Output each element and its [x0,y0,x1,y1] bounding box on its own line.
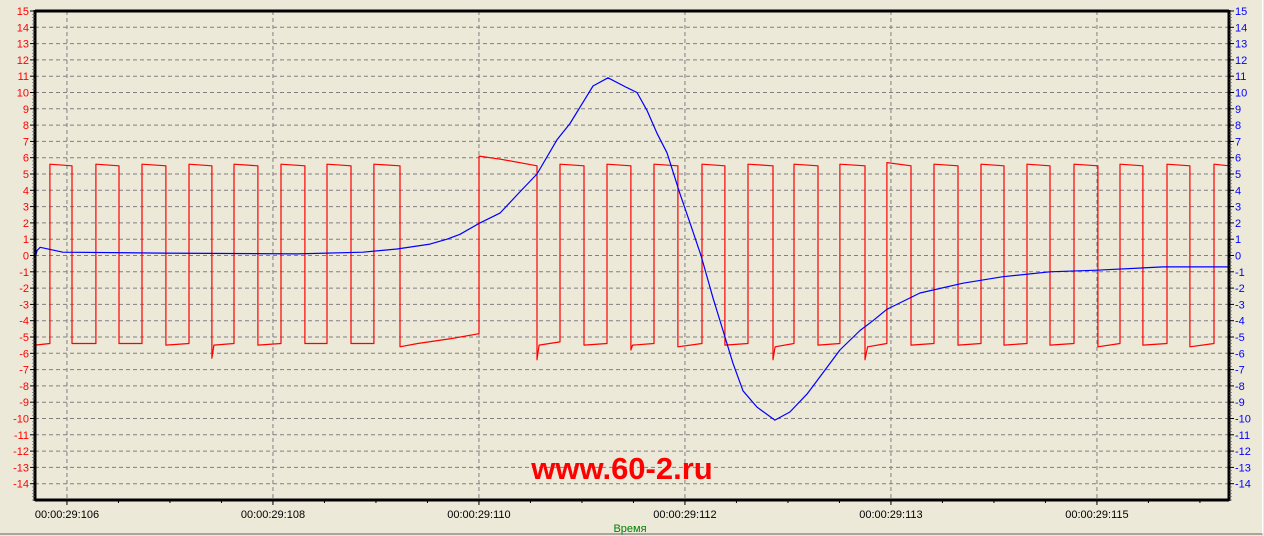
y-left-tick-label: 13 [17,39,29,51]
y-right-tick-label: 3 [1235,202,1241,214]
y-right-tick-label: 0 [1235,251,1241,263]
x-tick-label: 00:00:29:112 [653,509,716,521]
y-left-tick-label: 8 [23,120,29,132]
series-line-red [34,155,1230,361]
y-right-tick-label: -6 [1235,348,1245,360]
y-right-tick-label: 8 [1235,120,1241,132]
y-left-tick-label: -1 [19,267,29,279]
y-right-tick-label: -1 [1235,267,1245,279]
y-left-tick-label: -13 [13,462,29,474]
y-right-tick-label: -2 [1235,283,1245,295]
y-right-tick-label: 6 [1235,153,1241,165]
y-right-tick-label: 5 [1235,169,1241,181]
y-left-tick-label: 3 [23,202,29,214]
y-right-tick-label: 15 [1235,6,1247,18]
y-right-tick-label: 7 [1235,136,1241,148]
x-tick-label: 00:00:29:110 [447,509,510,521]
y-right-tick-label: -14 [1235,479,1251,491]
x-tick-label: 00:00:29:113 [859,509,922,521]
y-left-tick-label: -4 [19,316,29,328]
y-right-tick-label: 9 [1235,104,1241,116]
y-right-tick-label: -13 [1235,462,1251,474]
y-right-tick-label: 4 [1235,185,1241,197]
y-left-tick-label: -3 [19,299,29,311]
y-left-tick-label: 4 [23,185,29,197]
y-right-tick-label: 12 [1235,55,1247,67]
y-left-tick-label: 9 [23,104,29,116]
y-right-tick-label: -3 [1235,299,1245,311]
y-right-tick-label: -4 [1235,316,1245,328]
y-right-tick-label: -8 [1235,381,1245,393]
y-right-tick-label: -11 [1235,430,1250,442]
x-tick-label: 00:00:29:106 [35,509,99,521]
y-left-tick-label: 6 [23,153,29,165]
y-left-tick-label: -10 [13,414,29,426]
y-left-tick-label: 11 [18,71,29,83]
y-right-tick-label: -9 [1235,397,1245,409]
series-layer [34,77,1230,421]
y-right-tick-label: 13 [1235,39,1247,51]
y-left-tick-label: -6 [19,348,29,360]
y-right-tick-label: 2 [1235,218,1241,230]
y-left-tick-label: 5 [23,169,29,181]
x-tick-label: 00:00:29:108 [241,509,305,521]
y-left-tick-label: -8 [19,381,29,393]
x-axis-title: Время [613,523,646,535]
series-line-blue [34,77,1228,421]
y-left-tick-label: -9 [19,397,29,409]
y-left-tick-label: 7 [23,136,29,148]
x-tick-label: 00:00:29:115 [1065,509,1128,521]
y-left-tick-label: 12 [17,55,29,67]
y-right-tick-label: -5 [1235,332,1245,344]
y-left-tick-label: 15 [17,6,29,18]
y-right-tick-label: 1 [1235,234,1241,246]
y-left-tick-label: 0 [23,251,29,263]
axes [30,9,1234,505]
y-left-tick-label: 2 [23,218,29,230]
y-right-tick-label: -12 [1235,446,1251,458]
y-left-tick-label: 14 [17,22,29,34]
watermark: www.60-2.ru [530,451,712,486]
y-left-tick-label: -7 [19,365,29,377]
y-left-tick-label: -2 [19,283,29,295]
y-right-tick-label: 11 [1235,71,1246,83]
y-left-tick-label: -14 [13,479,29,491]
y-left-tick-label: 10 [17,88,29,100]
y-right-tick-label: -10 [1235,414,1251,426]
y-right-tick-label: 14 [1235,22,1247,34]
y-right-tick-label: -7 [1235,365,1245,377]
y-right-tick-label: 10 [1235,88,1247,100]
y-left-tick-label: -11 [14,430,29,442]
y-left-tick-label: 1 [23,234,29,246]
tick-labels: 00:00:29:106 00:00:29:108 00:00:29:110 00:0… [13,6,1251,521]
y-left-tick-label: -5 [19,332,29,344]
y-left-tick-label: -12 [13,446,29,458]
